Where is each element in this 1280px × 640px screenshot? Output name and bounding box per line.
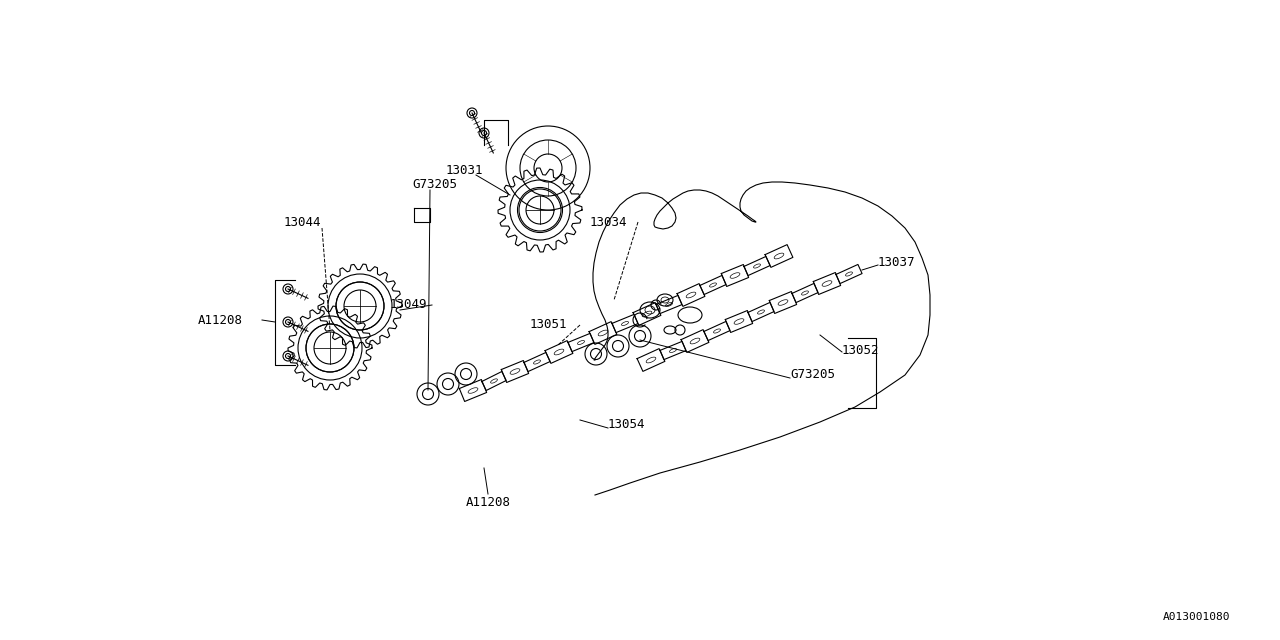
Text: 13031: 13031 bbox=[445, 163, 484, 177]
Text: 13037: 13037 bbox=[878, 255, 915, 269]
Text: 13054: 13054 bbox=[608, 419, 645, 431]
Text: A013001080: A013001080 bbox=[1162, 612, 1230, 622]
Text: 13044: 13044 bbox=[284, 216, 321, 228]
Text: 13034: 13034 bbox=[590, 216, 627, 228]
Text: 13049: 13049 bbox=[390, 298, 428, 312]
Text: G73205: G73205 bbox=[412, 179, 457, 191]
Text: G73205: G73205 bbox=[790, 367, 835, 381]
Text: A11208: A11208 bbox=[198, 314, 243, 326]
Text: A11208: A11208 bbox=[466, 495, 511, 509]
Text: 13051: 13051 bbox=[530, 319, 567, 332]
Text: 13052: 13052 bbox=[842, 344, 879, 356]
